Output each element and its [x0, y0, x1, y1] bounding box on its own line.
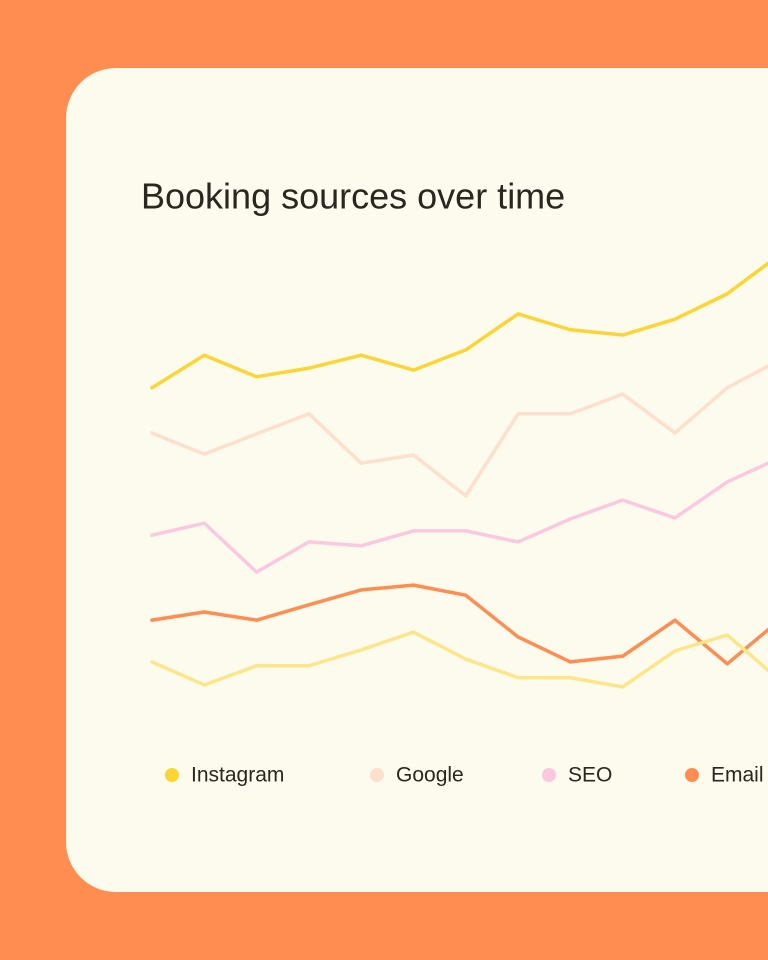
legend-swatch: [370, 768, 384, 782]
chart-title: Booking sources over time: [141, 176, 565, 217]
line-series: [150, 583, 768, 666]
legend-label: Email: [711, 764, 764, 787]
line-series: [150, 253, 768, 390]
legend-swatch: [165, 768, 179, 782]
legend-label: Instagram: [191, 764, 284, 787]
card: [66, 68, 768, 892]
legend-swatch: [542, 768, 556, 782]
line-series: [150, 358, 768, 498]
line-series: [150, 630, 768, 689]
legend-swatch: [685, 768, 699, 782]
legend-label: Google: [396, 764, 464, 787]
plot: [150, 253, 768, 689]
line-series: [150, 456, 768, 574]
legend-label: SEO: [568, 764, 612, 787]
